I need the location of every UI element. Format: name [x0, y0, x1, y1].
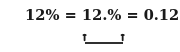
Text: 12% = 12.% = 0.12: 12% = 12.% = 0.12	[25, 9, 179, 23]
